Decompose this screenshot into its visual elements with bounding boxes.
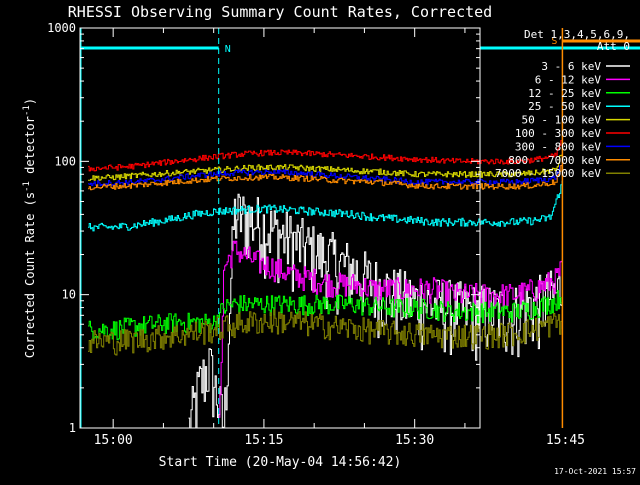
y-axis-label-sup-2: -1 (22, 105, 32, 116)
legend-label-7: 300 - 800 keV (515, 140, 601, 153)
legend-label-5: 50 - 100 keV (522, 114, 602, 127)
legend-label-8: 800 - 7000 keV (508, 154, 601, 167)
legend-label-4: 25 - 50 keV (528, 100, 601, 113)
night-marker-label: N (225, 44, 231, 55)
y-axis-label-main: Corrected Count Rate (s (23, 192, 37, 358)
x-tick-label-3: 15:30 (395, 433, 434, 448)
legend-header-line-2: Att 0 (597, 40, 630, 53)
legend-label-9: 7000 - 15000 keV (495, 167, 601, 180)
y-axis-label-sup-1: -1 (22, 181, 32, 192)
chart-title: RHESSI Observing Summary Count Rates, Co… (68, 3, 492, 21)
legend-label-6: 100 - 300 keV (515, 127, 601, 140)
legend-label-2: 6 - 12 keV (535, 73, 602, 86)
y-axis-label-mid: detector (23, 116, 37, 181)
y-tick-label-2: 10 (62, 288, 76, 302)
y-tick-label-3: 100 (54, 154, 76, 168)
footer-timestamp: 17-Oct-2021 15:57 (554, 467, 636, 476)
legend-label-1: 3 - 6 keV (541, 60, 601, 73)
y-axis-label: Corrected Count Rate (s-1 detector-1) (22, 98, 37, 358)
y-tick-label-1: 1 (69, 421, 76, 435)
y-axis-label-end: ) (23, 98, 37, 105)
legend-label-3: 12 - 25 keV (528, 87, 601, 100)
x-axis-label: Start Time (20-May-04 14:56:42) (159, 455, 402, 470)
x-tick-label-1: 15:00 (94, 433, 133, 448)
x-tick-label-2: 15:15 (244, 433, 283, 448)
x-tick-label-4: 15:45 (546, 433, 585, 448)
y-tick-label-4: 1000 (47, 21, 76, 35)
